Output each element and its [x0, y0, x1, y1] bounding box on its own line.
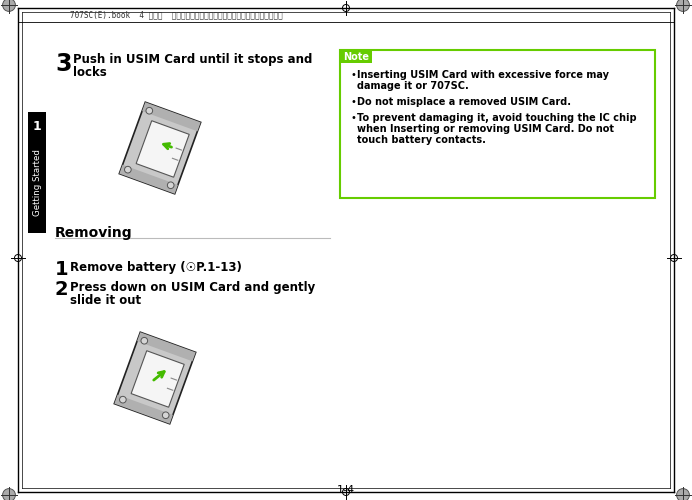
Text: Removing: Removing: [55, 226, 133, 240]
Text: damage it or 707SC.: damage it or 707SC.: [357, 81, 468, 91]
Text: slide it out: slide it out: [70, 294, 141, 307]
Text: 707SC(E).book  4 ページ  ２００６年１０月２６日　木曜日　午前１１時１９分: 707SC(E).book 4 ページ ２００６年１０月２６日 木曜日 午前１１…: [70, 10, 283, 20]
Text: 2: 2: [55, 280, 69, 299]
Text: Press down on USIM Card and gently: Press down on USIM Card and gently: [70, 281, 316, 294]
Text: touch battery contacts.: touch battery contacts.: [357, 135, 486, 145]
Text: Remove battery (☉P.1-13): Remove battery (☉P.1-13): [70, 261, 242, 274]
Text: •: •: [350, 97, 356, 107]
Polygon shape: [142, 102, 201, 132]
Text: •: •: [350, 113, 356, 123]
Text: when Inserting or removing USIM Card. Do not: when Inserting or removing USIM Card. Do…: [357, 124, 614, 134]
Circle shape: [125, 166, 131, 173]
Text: 1-4: 1-4: [337, 485, 355, 495]
Text: 1: 1: [33, 120, 42, 132]
Text: To prevent damaging it, avoid touching the IC chip: To prevent damaging it, avoid touching t…: [357, 113, 637, 123]
Polygon shape: [114, 332, 196, 424]
Polygon shape: [119, 164, 178, 194]
Bar: [28, 112, 46, 233]
Circle shape: [3, 488, 15, 500]
Text: Do not misplace a removed USIM Card.: Do not misplace a removed USIM Card.: [357, 97, 571, 107]
Text: •: •: [350, 70, 356, 80]
Circle shape: [677, 0, 689, 12]
Polygon shape: [136, 120, 189, 177]
Polygon shape: [114, 394, 173, 424]
Circle shape: [141, 338, 147, 344]
Text: 1: 1: [55, 260, 69, 279]
Polygon shape: [131, 350, 184, 407]
Circle shape: [167, 182, 174, 188]
Text: Push in USIM Card until it stops and: Push in USIM Card until it stops and: [73, 53, 312, 66]
Polygon shape: [137, 332, 196, 362]
Text: Getting Started: Getting Started: [33, 149, 42, 216]
Circle shape: [3, 0, 15, 12]
Text: Inserting USIM Card with excessive force may: Inserting USIM Card with excessive force…: [357, 70, 609, 80]
Text: Note: Note: [343, 52, 369, 62]
Text: locks: locks: [73, 66, 107, 79]
Circle shape: [120, 396, 126, 403]
Polygon shape: [119, 102, 201, 194]
Circle shape: [146, 108, 153, 114]
Circle shape: [163, 412, 169, 418]
Bar: [340, 50, 655, 198]
Circle shape: [677, 488, 689, 500]
Text: 3: 3: [55, 52, 71, 76]
Bar: [340, 50, 372, 63]
